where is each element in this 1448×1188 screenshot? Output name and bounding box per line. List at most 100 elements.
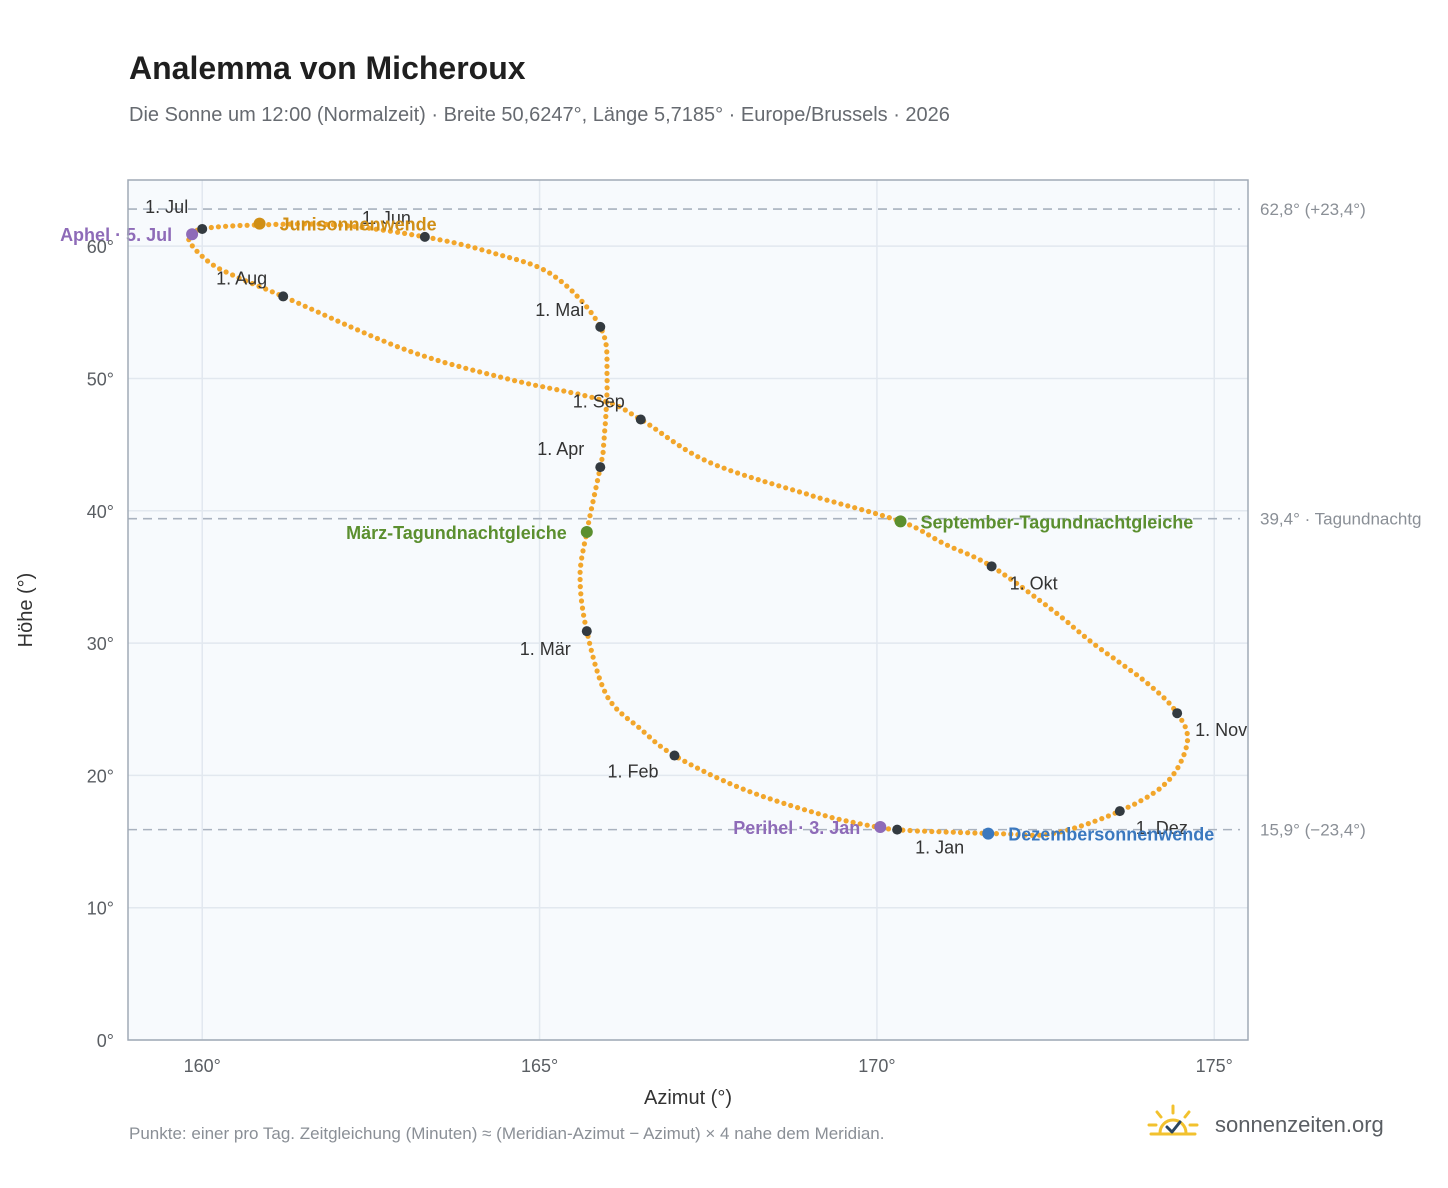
analemma-day-point: [817, 495, 823, 501]
analemma-day-point: [590, 499, 596, 505]
analemma-day-point: [230, 272, 236, 278]
analemma-day-point: [646, 734, 653, 740]
analemma-day-point: [740, 786, 746, 792]
analemma-day-point: [1104, 651, 1110, 657]
analemma-day-point: [907, 522, 913, 528]
analemma-day-point: [592, 661, 598, 667]
analemma-day-point: [230, 223, 236, 229]
analemma-day-point: [790, 487, 796, 493]
analemma-day-point: [1036, 832, 1043, 838]
analemma-day-point: [767, 796, 773, 802]
month-label: 1. Jul: [145, 197, 188, 217]
analemma-day-point: [619, 711, 625, 717]
analemma-day-point: [580, 548, 586, 554]
analemma-day-point: [479, 247, 485, 253]
event-marker: [982, 827, 995, 840]
analemma-day-point: [879, 512, 886, 519]
analemma-day-point: [748, 474, 754, 481]
analemma-day-point: [381, 338, 387, 344]
event-label: Perihel · 3. Jan: [733, 818, 860, 838]
month-marker: [581, 626, 592, 637]
analemma-day-point: [491, 372, 497, 378]
analemma-day-point: [604, 370, 610, 376]
analemma-day-point: [603, 342, 609, 348]
analemma-day-point: [603, 406, 609, 412]
analemma-day-point: [653, 426, 659, 432]
analemma-day-point: [636, 724, 642, 730]
analemma-day-point: [845, 503, 851, 509]
analemma-day-point: [852, 505, 858, 511]
analemma-day-point: [663, 747, 669, 754]
analemma-day-point: [302, 221, 308, 227]
analemma-day-point: [609, 401, 616, 407]
analemma-day-point: [1156, 786, 1162, 792]
sun-check-icon: [1145, 1103, 1201, 1148]
analemma-day-point: [309, 306, 315, 312]
analemma-day-point: [269, 289, 275, 295]
analemma-day-point: [315, 309, 321, 315]
analemma-day-point: [366, 225, 372, 231]
analemma-day-point: [395, 229, 401, 235]
analemma-day-point: [591, 492, 598, 498]
analemma-day-point: [465, 243, 471, 249]
analemma-day-point: [603, 413, 609, 420]
reference-line-label: 15,9° (−23,4°): [1260, 821, 1366, 840]
analemma-day-point: [950, 829, 956, 835]
analemma-day-point: [519, 379, 525, 385]
analemma-day-point: [444, 238, 450, 244]
analemma-day-point: [587, 513, 593, 519]
brand-logo[interactable]: sonnenzeiten.org: [1145, 1100, 1384, 1150]
analemma-day-point: [657, 743, 664, 749]
month-marker: [669, 750, 680, 761]
analemma-day-point: [561, 388, 567, 394]
analemma-day-point: [1072, 825, 1078, 831]
analemma-day-point: [594, 668, 600, 674]
analemma-day-point: [577, 584, 583, 590]
analemma-day-point: [236, 275, 242, 281]
analemma-day-point: [783, 485, 789, 491]
plot-area: [128, 180, 1248, 1040]
analemma-day-point: [547, 270, 553, 276]
analemma-day-point: [688, 450, 695, 456]
analemma-day-point: [602, 688, 608, 694]
analemma-day-point: [578, 562, 584, 568]
analemma-day-point: [601, 435, 607, 441]
month-marker: [1114, 806, 1125, 817]
analemma-day-point: [755, 477, 761, 483]
analemma-day-point: [1059, 615, 1065, 621]
analemma-day-point: [599, 682, 605, 688]
analemma-day-point: [1078, 823, 1084, 829]
event-label: Aphel · 5. Jul: [60, 225, 172, 245]
analemma-day-point: [1085, 821, 1091, 827]
analemma-day-point: [374, 335, 380, 342]
analemma-day-point: [919, 528, 926, 534]
analemma-day-point: [472, 245, 478, 251]
analemma-day-point: [628, 411, 635, 417]
analemma-day-point: [493, 251, 499, 257]
analemma-day-point: [408, 349, 414, 355]
analemma-day-point: [824, 497, 830, 503]
analemma-day-point: [309, 221, 315, 227]
analemma-day-point: [1065, 827, 1071, 833]
analemma-day-point: [540, 384, 546, 390]
month-marker: [197, 223, 208, 234]
analemma-day-point: [1099, 816, 1105, 822]
analemma-day-point: [728, 468, 734, 474]
analemma-day-point: [707, 772, 713, 778]
analemma-day-point: [594, 478, 601, 484]
analemma-day-point: [781, 800, 787, 807]
analemma-day-point: [1065, 619, 1071, 626]
analemma-day-point: [322, 312, 328, 318]
analemma-day-point: [256, 283, 262, 289]
analemma-day-point: [803, 491, 810, 497]
analemma-day-point: [720, 778, 727, 784]
y-axis-label: Höhe (°): [15, 573, 37, 648]
analemma-day-point: [951, 545, 957, 551]
analemma-day-point: [727, 781, 733, 787]
month-label: 1. Dez: [1136, 818, 1188, 838]
analemma-day-point: [1019, 584, 1025, 591]
analemma-day-point: [913, 525, 919, 531]
analemma-day-point: [302, 303, 308, 309]
footnote: Punkte: einer pro Tag. Zeitgleichung (Mi…: [129, 1124, 885, 1143]
analemma-day-point: [421, 353, 427, 359]
